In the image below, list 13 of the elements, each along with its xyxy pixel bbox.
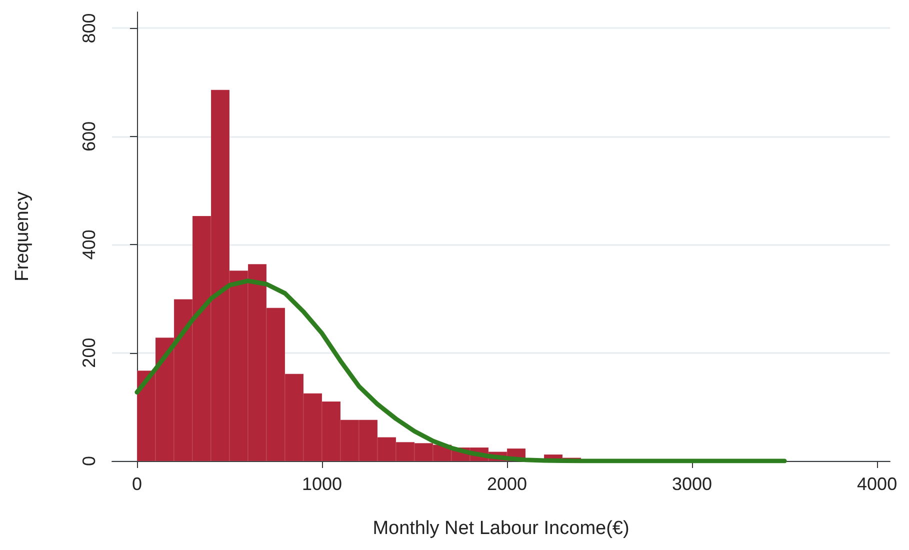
- y-tick-label: 800: [79, 13, 99, 44]
- x-tick-label: 2000: [486, 474, 528, 494]
- y-tick-label: 200: [79, 338, 99, 368]
- x-tick-label: 4000: [857, 474, 898, 494]
- line-series: [134, 278, 787, 464]
- x-tick-label: 3000: [672, 474, 712, 494]
- y-axis-title: Frequency: [12, 191, 33, 282]
- y-tick-label: 400: [79, 230, 99, 260]
- y-tick-label: 0: [79, 456, 99, 466]
- x-tick-label: 0: [132, 474, 142, 494]
- x-tick-label: 1000: [302, 474, 342, 494]
- x-axis-title: Monthly Net Labour Income(€): [372, 518, 630, 539]
- y-tick-label: 600: [79, 121, 99, 152]
